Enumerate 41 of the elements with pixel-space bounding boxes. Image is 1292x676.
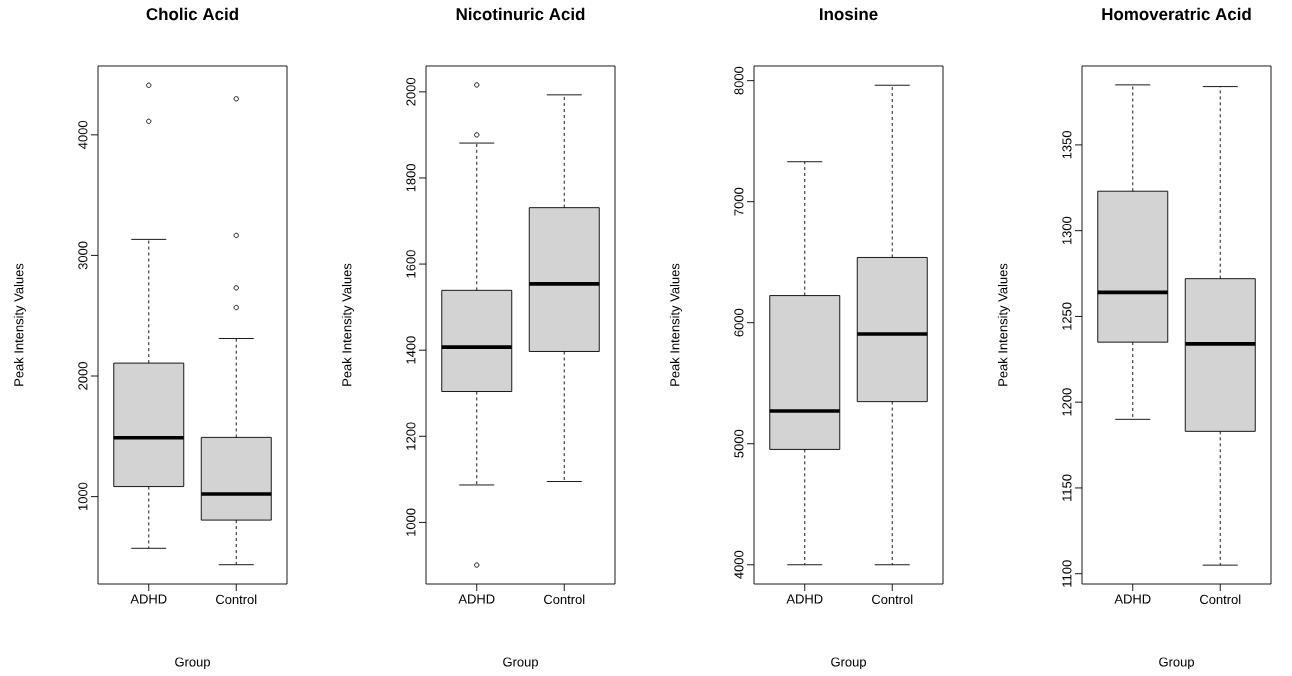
y-tick-label: 1400: [406, 336, 416, 364]
y-tick-label: 1350: [1062, 130, 1072, 159]
chart-title: Cholic Acid: [146, 7, 238, 21]
y-axis-title: Peak Intensity Values: [669, 263, 682, 386]
chart-title: Inosine: [820, 7, 878, 21]
y-tick-label: 1000: [406, 508, 416, 536]
x-axis-title: Group: [503, 657, 538, 670]
y-tick-label: 3000: [78, 241, 88, 270]
y-axis-title: Peak Intensity Values: [341, 263, 354, 386]
y-tick-label: 1100: [1062, 560, 1072, 587]
x-axis-title: Group: [175, 657, 210, 670]
y-axis-title: Peak Intensity Values: [13, 263, 26, 386]
x-tick-label: ADHD: [458, 594, 495, 604]
chart-title: Nicotinuric Acid: [456, 7, 585, 21]
y-tick-label: 2000: [78, 362, 88, 390]
y-tick-label: 7000: [734, 187, 744, 216]
x-tick-label: ADHD: [1114, 594, 1151, 604]
y-tick-label: 8000: [734, 66, 744, 95]
chart-title: Homoveratric Acid: [1102, 7, 1251, 21]
x-tick-label: Control: [872, 594, 913, 605]
y-axis-title: Peak Intensity Values: [997, 263, 1010, 386]
y-tick-label: 4000: [734, 550, 744, 579]
y-tick-label: 6000: [734, 308, 744, 337]
x-axis-title: Group: [831, 657, 866, 670]
y-tick-label: 1150: [1062, 474, 1072, 501]
x-tick-label: Control: [1200, 594, 1241, 605]
y-tick-label: 1800: [406, 164, 416, 192]
y-tick-label: 1250: [1062, 302, 1072, 330]
y-tick-label: 1600: [406, 250, 416, 278]
x-tick-label: Control: [544, 594, 585, 605]
y-tick-label: 2000: [406, 77, 416, 106]
y-tick-label: 5000: [734, 429, 744, 458]
y-tick-label: 1000: [78, 482, 88, 510]
y-tick-label: 1200: [406, 422, 416, 450]
y-tick-label: 4000: [78, 120, 88, 149]
x-tick-label: ADHD: [130, 594, 167, 604]
x-tick-label: Control: [216, 594, 257, 605]
y-tick-label: 1200: [1062, 388, 1072, 416]
y-tick-label: 1300: [1062, 216, 1072, 245]
x-axis-title: Group: [1159, 657, 1194, 670]
x-tick-label: ADHD: [786, 594, 823, 604]
